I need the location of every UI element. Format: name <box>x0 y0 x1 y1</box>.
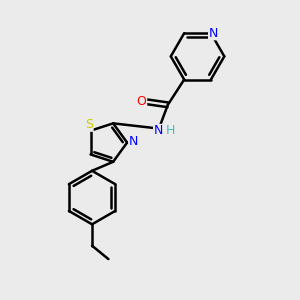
Text: H: H <box>166 124 175 137</box>
Text: N: N <box>129 135 138 148</box>
Text: O: O <box>137 95 147 108</box>
Text: N: N <box>208 27 218 40</box>
Text: N: N <box>154 124 163 137</box>
Text: S: S <box>85 118 93 131</box>
